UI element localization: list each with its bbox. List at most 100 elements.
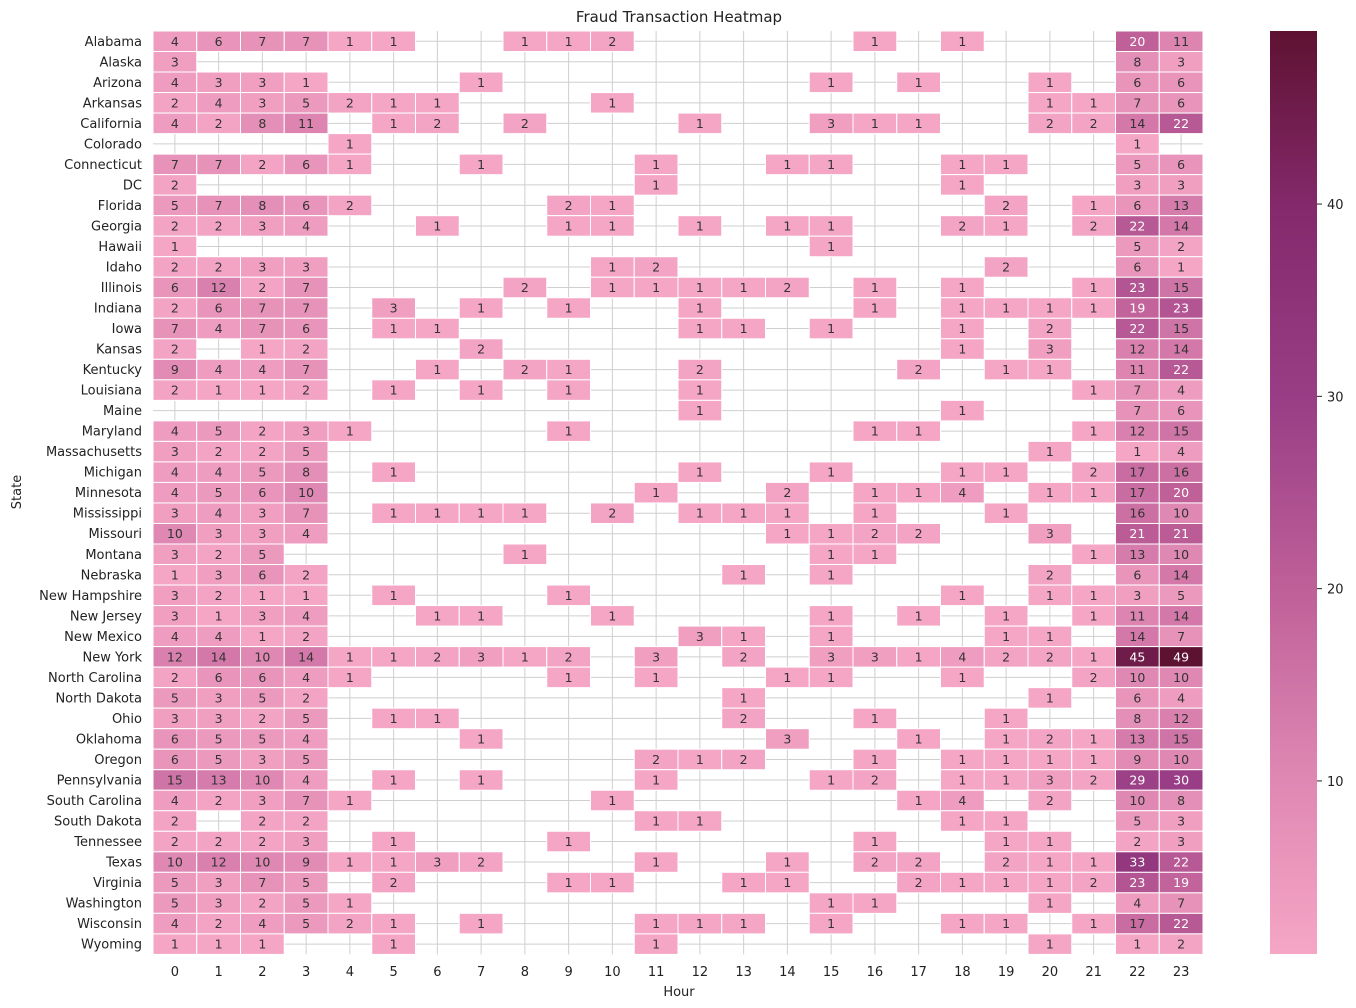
cell-value-label: 4 (171, 485, 179, 500)
cell-value-label: 6 (1133, 198, 1141, 213)
heatmap-cell (458, 338, 504, 360)
cell-value-label: 3 (827, 116, 835, 131)
cell-value-label: 8 (258, 198, 266, 213)
cell-value-label: 1 (521, 506, 529, 521)
cell-value-label: 1 (1046, 485, 1054, 500)
cell-value-label: 1 (1002, 157, 1010, 172)
cell-value-label: 1 (871, 301, 879, 316)
cell-value-label: 1 (1177, 259, 1185, 274)
cell-value-label: 5 (258, 731, 266, 746)
heatmap-cell (590, 215, 635, 237)
cell-value-label: 1 (1090, 95, 1098, 110)
heatmap-cell (327, 789, 373, 812)
y-tick-label: Wyoming (81, 938, 142, 953)
cell-value-label: 1 (1046, 690, 1054, 705)
y-tick-label: New Hampshire (39, 589, 142, 604)
x-axis-label: Hour (663, 985, 695, 1000)
x-tick-label: 10 (604, 965, 621, 980)
cell-value-label: 1 (390, 588, 398, 603)
cell-value-label: 4 (958, 485, 966, 500)
cell-value-label: 1 (1090, 752, 1098, 767)
cell-value-label: 2 (433, 116, 441, 131)
heatmap-cell (327, 420, 373, 442)
cell-value-label: 22 (1129, 321, 1145, 336)
heatmap-cell (852, 30, 898, 53)
y-tick-label: Minnesota (75, 486, 142, 501)
y-tick-label: Indiana (94, 302, 142, 317)
cell-value-label: 4 (215, 506, 223, 521)
cell-value-label: 22 (1129, 218, 1145, 233)
colorbar-tick-label: 20 (1327, 583, 1344, 598)
cell-value-label: 1 (346, 649, 354, 664)
cell-value-label: 1 (1133, 937, 1141, 952)
cell-value-label: 5 (1133, 157, 1141, 172)
cell-value-label: 1 (827, 547, 835, 562)
cell-value-label: 10 (254, 855, 270, 870)
cell-value-label: 1 (171, 239, 179, 254)
cell-value-label: 4 (171, 793, 179, 808)
cell-value-label: 5 (215, 424, 223, 439)
heatmap-cell (502, 112, 548, 135)
heatmap-cell (590, 605, 635, 627)
heatmap-cell (940, 666, 985, 689)
heatmap-cell (765, 276, 810, 299)
cell-value-label: 3 (258, 218, 266, 233)
cell-value-label: 1 (827, 670, 835, 685)
cell-value-label: 2 (1133, 834, 1141, 849)
x-tick-label: 20 (1042, 965, 1059, 980)
cell-value-label: 7 (302, 301, 310, 316)
cell-value-label: 1 (390, 649, 398, 664)
cell-value-label: 1 (783, 218, 791, 233)
cell-value-label: 1 (1046, 937, 1054, 952)
cell-value-label: 12 (1129, 342, 1145, 357)
x-tick-label: 22 (1129, 965, 1146, 980)
cell-value-label: 11 (298, 116, 314, 131)
cell-value-label: 1 (1046, 444, 1054, 459)
cell-value-label: 8 (258, 116, 266, 131)
cell-value-label: 1 (827, 75, 835, 90)
cell-value-label: 1 (477, 506, 485, 521)
cell-value-label: 20 (1173, 485, 1189, 500)
x-tick-label: 4 (346, 965, 354, 980)
cell-value-label: 3 (258, 75, 266, 90)
cell-value-label: 1 (958, 814, 966, 829)
cell-value-label: 17 (1129, 485, 1145, 500)
cell-value-label: 1 (696, 403, 704, 418)
heatmap-cell (852, 297, 898, 319)
cell-value-label: 1 (477, 608, 485, 623)
cell-value-label: 1 (652, 280, 660, 295)
heatmap-cell (940, 399, 985, 422)
cell-value-label: 4 (215, 95, 223, 110)
heatmap-cell (677, 399, 723, 422)
cell-value-label: 1 (696, 116, 704, 131)
cell-value-label: 1 (871, 485, 879, 500)
y-tick-label: Idaho (106, 260, 142, 275)
cell-value-label: 1 (258, 629, 266, 644)
heatmap-cell (633, 933, 679, 955)
heatmap-cell (1027, 522, 1073, 545)
cell-value-label: 1 (433, 608, 441, 623)
cell-value-label: 5 (302, 875, 310, 890)
heatmap-cell (371, 30, 416, 53)
cell-value-label: 1 (258, 588, 266, 603)
heatmap-cell (458, 912, 504, 935)
y-tick-label: Kentucky (83, 363, 143, 378)
cell-value-label: 2 (1090, 875, 1098, 890)
heatmap-cell (546, 666, 591, 689)
cell-value-label: 1 (1046, 588, 1054, 603)
cell-value-label: 15 (1173, 280, 1189, 295)
cell-value-label: 2 (1090, 116, 1098, 131)
cell-value-label: 3 (171, 711, 179, 726)
cell-value-label: 1 (827, 157, 835, 172)
heatmap-cell (458, 605, 504, 627)
cell-value-label: 1 (740, 280, 748, 295)
cell-value-label: 2 (171, 95, 179, 110)
chart-title: Fraud Transaction Heatmap (576, 8, 782, 26)
heatmap-cell (940, 584, 985, 607)
cell-value-label: 2 (258, 814, 266, 829)
cell-value-label: 3 (302, 424, 310, 439)
cell-value-label: 6 (171, 752, 179, 767)
heatmap-cell (502, 502, 548, 524)
cell-value-label: 1 (390, 95, 398, 110)
y-tick-label: Ohio (112, 712, 142, 727)
